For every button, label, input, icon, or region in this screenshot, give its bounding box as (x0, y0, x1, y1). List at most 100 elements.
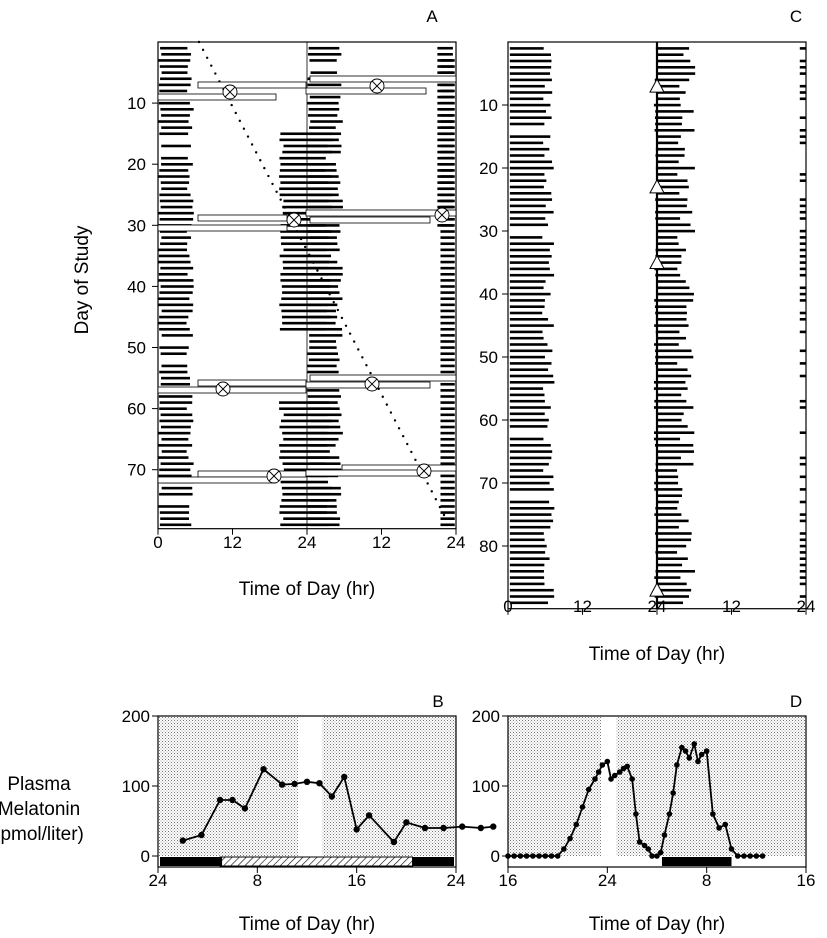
raster-bar (655, 198, 688, 201)
raster-bar (440, 248, 455, 252)
circled-x-marker (371, 80, 383, 92)
raster-bar (310, 327, 343, 331)
stipple-region (158, 716, 299, 856)
raster-bar (655, 551, 678, 554)
raster-bar (159, 327, 190, 331)
dotted-trend-dot (348, 332, 352, 335)
raster-bar (655, 255, 682, 258)
raster-bar (509, 311, 543, 315)
raster-bar (654, 343, 679, 346)
panel-c-letter: C (790, 7, 802, 26)
raster-bar (509, 330, 543, 334)
dotted-trend-dot (254, 151, 258, 154)
data-point (759, 853, 766, 859)
dotted-trend-dot (430, 490, 433, 493)
raster-bar (440, 444, 455, 447)
raster-bar (161, 450, 187, 453)
raster-bar (440, 279, 455, 282)
raster-bar (440, 205, 455, 209)
raster-bar (283, 266, 329, 270)
dotted-trend-dot (410, 450, 413, 454)
raster-bar (281, 217, 334, 221)
raster-bar (509, 116, 552, 119)
x-tick-label: 24 (447, 533, 466, 552)
data-point (682, 748, 689, 754)
raster-bar (654, 267, 678, 271)
raster-bar (509, 91, 553, 94)
raster-bar (656, 280, 686, 283)
raster-bar (799, 532, 806, 535)
raster-bar (799, 563, 806, 567)
raster-bar (158, 211, 194, 215)
raster-bar (799, 135, 806, 138)
dotted-trend-dot (267, 174, 270, 178)
raster-bar (509, 305, 545, 308)
raster-bar (440, 114, 455, 117)
raster-bar (307, 364, 337, 368)
raster-bar (281, 309, 327, 313)
raster-bar (656, 418, 682, 422)
raster-bar (440, 419, 455, 423)
raster-bar (440, 266, 455, 270)
data-point (710, 811, 716, 817)
x-tick-label: 12 (722, 597, 741, 616)
raster-bar (282, 431, 328, 435)
raster-bar (799, 116, 806, 119)
raster-bar (159, 65, 188, 68)
dotted-trend-dot (393, 419, 397, 422)
raster-bar (654, 78, 690, 82)
raster-bar (440, 480, 455, 484)
raster-bar (655, 110, 694, 113)
raster-bar (279, 193, 333, 197)
raster-bar (161, 53, 191, 56)
raster-bar (440, 187, 455, 191)
x-tick-label: 0 (153, 533, 162, 552)
raster-bar (440, 334, 455, 337)
raster-bar (440, 462, 455, 465)
raster-bar (158, 474, 192, 478)
raster-bar (307, 114, 338, 117)
raster-bar (159, 468, 191, 472)
triangle-marker (649, 78, 665, 93)
panel-b-letter: B (432, 692, 443, 711)
dotted-trend-dot (250, 143, 254, 146)
dotted-trend-dot (340, 316, 344, 320)
y-tick-label: 60 (479, 411, 498, 430)
raster-bar (309, 59, 337, 62)
raster-bar (509, 122, 545, 126)
raster-bar (509, 59, 552, 63)
raster-bar (799, 47, 806, 50)
y-tick-label: 80 (479, 537, 498, 556)
data-point (291, 780, 298, 788)
raster-bar (159, 315, 189, 319)
raster-bar (509, 135, 551, 138)
constant-routine-box (305, 469, 431, 477)
raster-bar (159, 193, 191, 197)
raster-bar (440, 150, 455, 154)
panel-a-ylabel: Day of Study (72, 225, 93, 334)
raster-bar (655, 507, 678, 510)
data-point (691, 741, 698, 747)
raster-bar (509, 437, 544, 441)
raster-bar (799, 399, 806, 403)
raster-bar (440, 340, 455, 343)
raster-bar (161, 376, 190, 380)
raster-bar (283, 248, 327, 252)
raster-bar (799, 519, 806, 523)
raster-bar (656, 292, 694, 296)
raster-bar (656, 500, 679, 504)
dotted-trend-dot (283, 206, 286, 209)
data-point (679, 744, 685, 751)
raster-bar (159, 492, 193, 496)
raster-bar (282, 260, 330, 264)
raster-bar (159, 523, 192, 527)
y-tick-label: 0 (141, 847, 150, 866)
raster-bar (440, 492, 455, 496)
raster-bar (509, 469, 544, 472)
panel-b-ylabel-line1: Plasma (7, 774, 71, 795)
y-tick-label: 30 (479, 222, 498, 241)
raster-bar (440, 120, 455, 123)
raster-bar (799, 456, 806, 460)
raster-bar (655, 166, 695, 170)
dotted-trend-dot (210, 64, 213, 67)
